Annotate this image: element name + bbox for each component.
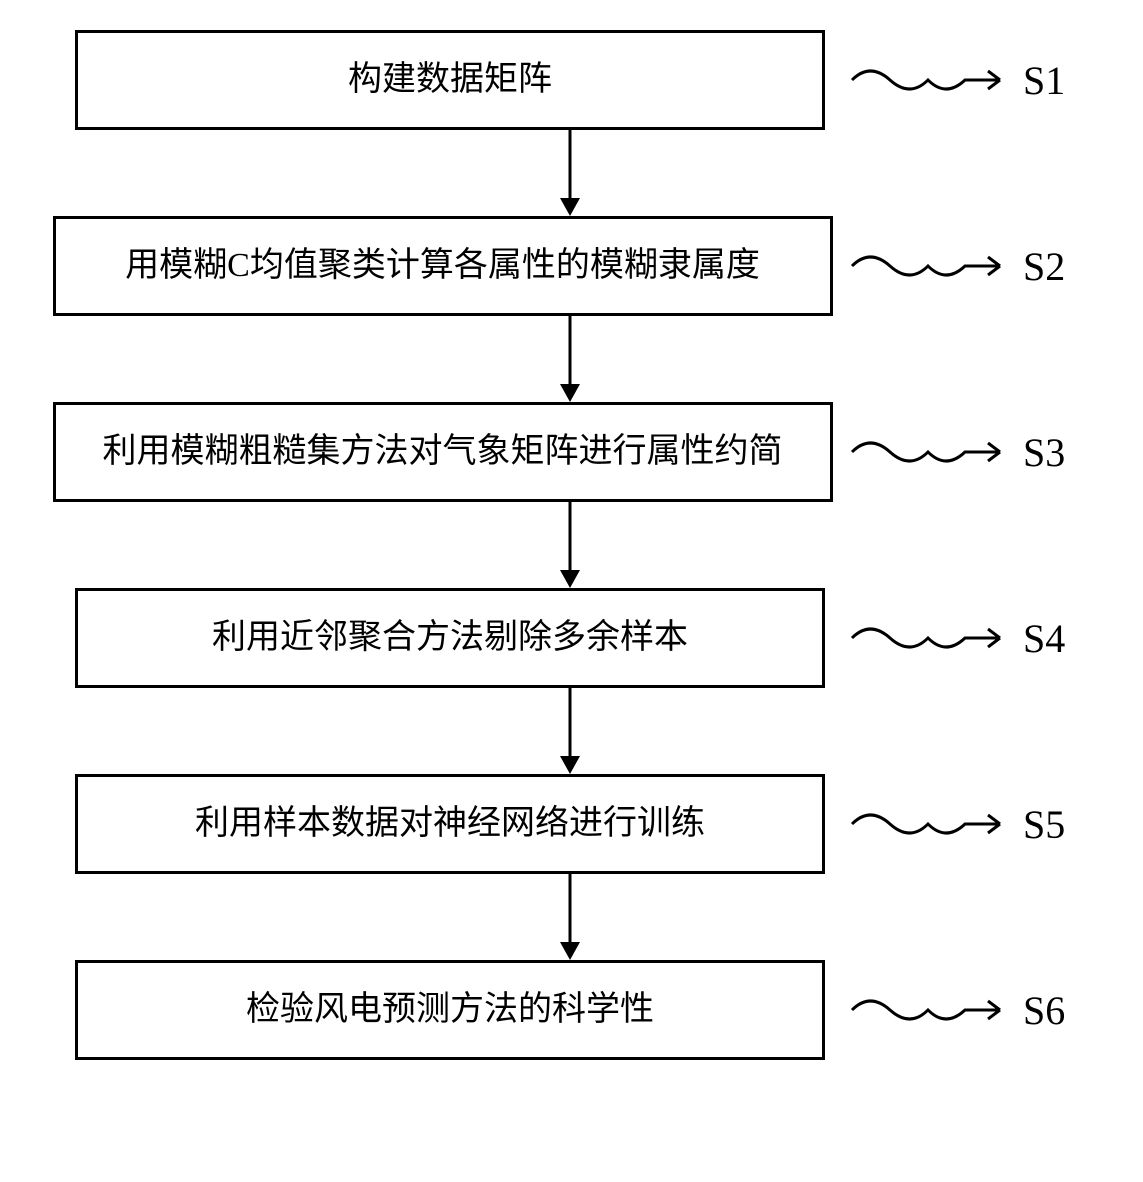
step-label: S1	[1023, 57, 1065, 104]
step-label: S6	[1023, 987, 1065, 1034]
arrow-connector	[180, 316, 960, 402]
label-group-s2: S2	[850, 243, 1065, 290]
flowchart-container: 构建数据矩阵 S1 用模糊C均值聚类计算各属性的模糊隶属度	[60, 30, 1080, 1060]
arrow-connector	[180, 874, 960, 960]
arrow-down-icon	[555, 316, 585, 402]
label-group-s6: S6	[850, 987, 1065, 1034]
box-container: 利用模糊粗糙集方法对气象矩阵进行属性约简	[60, 402, 840, 502]
step-box-s4: 利用近邻聚合方法剔除多余样本	[75, 588, 825, 688]
box-container: 构建数据矩阵	[60, 30, 840, 130]
step-box-s3: 利用模糊粗糙集方法对气象矩阵进行属性约简	[53, 402, 833, 502]
box-container: 检验风电预测方法的科学性	[60, 960, 840, 1060]
arrow-down-icon	[555, 502, 585, 588]
step-row: 用模糊C均值聚类计算各属性的模糊隶属度 S2	[60, 216, 1080, 316]
step-label: S3	[1023, 429, 1065, 476]
step-box-s1: 构建数据矩阵	[75, 30, 825, 130]
step-box-s2: 用模糊C均值聚类计算各属性的模糊隶属度	[53, 216, 833, 316]
step-row: 利用近邻聚合方法剔除多余样本 S4	[60, 588, 1080, 688]
step-label: S5	[1023, 801, 1065, 848]
arrow-down-icon	[555, 688, 585, 774]
squiggle-arrow-icon	[850, 618, 1015, 658]
step-row: 检验风电预测方法的科学性 S6	[60, 960, 1080, 1060]
squiggle-arrow-icon	[850, 990, 1015, 1030]
step-text: 检验风电预测方法的科学性	[246, 990, 654, 1031]
label-group-s5: S5	[850, 801, 1065, 848]
squiggle-arrow-icon	[850, 60, 1015, 100]
box-container: 用模糊C均值聚类计算各属性的模糊隶属度	[60, 216, 840, 316]
label-group-s4: S4	[850, 615, 1065, 662]
step-row: 利用样本数据对神经网络进行训练 S5	[60, 774, 1080, 874]
step-text: 利用样本数据对神经网络进行训练	[195, 804, 705, 845]
arrow-down-icon	[555, 874, 585, 960]
step-label: S4	[1023, 615, 1065, 662]
arrow-connector	[180, 502, 960, 588]
step-text: 利用近邻聚合方法剔除多余样本	[212, 618, 688, 659]
step-box-s6: 检验风电预测方法的科学性	[75, 960, 825, 1060]
arrow-connector	[180, 130, 960, 216]
arrow-down-icon	[555, 130, 585, 216]
step-text: 构建数据矩阵	[348, 60, 552, 101]
step-row: 构建数据矩阵 S1	[60, 30, 1080, 130]
arrow-connector	[180, 688, 960, 774]
label-group-s1: S1	[850, 57, 1065, 104]
box-container: 利用样本数据对神经网络进行训练	[60, 774, 840, 874]
step-label: S2	[1023, 243, 1065, 290]
step-text: 用模糊C均值聚类计算各属性的模糊隶属度	[125, 246, 760, 287]
squiggle-arrow-icon	[850, 432, 1015, 472]
label-group-s3: S3	[850, 429, 1065, 476]
squiggle-arrow-icon	[850, 246, 1015, 286]
step-text: 利用模糊粗糙集方法对气象矩阵进行属性约简	[103, 432, 783, 473]
step-row: 利用模糊粗糙集方法对气象矩阵进行属性约简 S3	[60, 402, 1080, 502]
squiggle-arrow-icon	[850, 804, 1015, 844]
step-box-s5: 利用样本数据对神经网络进行训练	[75, 774, 825, 874]
box-container: 利用近邻聚合方法剔除多余样本	[60, 588, 840, 688]
